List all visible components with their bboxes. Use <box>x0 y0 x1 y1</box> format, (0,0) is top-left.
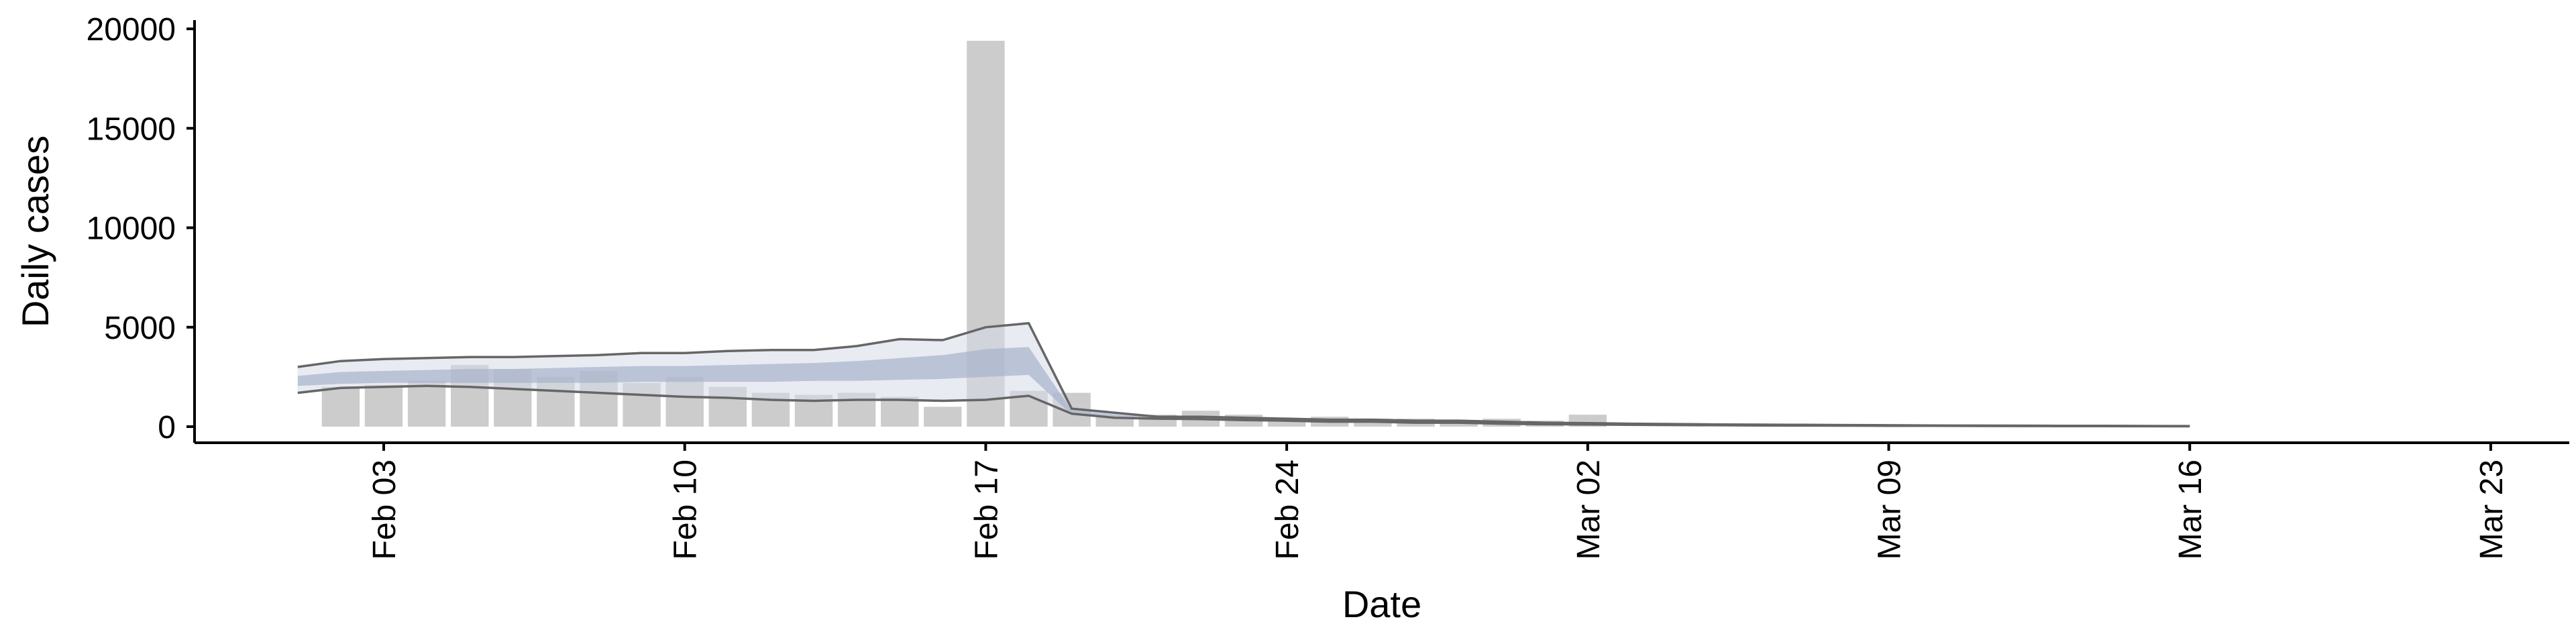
inner-interval-band <box>297 347 2190 427</box>
bar <box>1095 417 1134 427</box>
bar <box>1267 419 1306 427</box>
x-tick-label: Mar 23 <box>2474 460 2510 559</box>
bar <box>924 407 962 427</box>
lower-bound-line <box>297 384 2190 428</box>
bar <box>880 396 919 427</box>
y-axis-title: Daily cases <box>14 136 56 327</box>
y-tick-label: 5000 <box>104 311 176 346</box>
x-tick-label: Feb 17 <box>969 460 1004 559</box>
y-tick-label: 20000 <box>87 12 176 48</box>
y-tick-label: 15000 <box>87 111 176 147</box>
y-axis: 0 5000 10000 15000 20000 <box>87 12 196 445</box>
x-tick-label: Mar 16 <box>2173 460 2208 559</box>
y-tick-label: 10000 <box>87 211 176 247</box>
y-tick-label: 0 <box>158 410 176 445</box>
bar <box>407 380 446 427</box>
bar <box>364 384 403 427</box>
x-axis: Feb 03 Feb 10 Feb 17 Feb 24 Mar 02 Mar 09 Mar … <box>195 441 2569 559</box>
x-axis-title: Date <box>1342 583 1421 625</box>
plot-area <box>297 40 2190 428</box>
x-tick-label: Feb 24 <box>1270 460 1305 559</box>
bar <box>321 386 360 427</box>
x-tick-label: Mar 02 <box>1571 460 1607 559</box>
x-tick-label: Mar 09 <box>1872 460 1908 559</box>
x-tick-label: Feb 10 <box>668 460 704 559</box>
x-tick-label: Feb 03 <box>367 460 402 559</box>
